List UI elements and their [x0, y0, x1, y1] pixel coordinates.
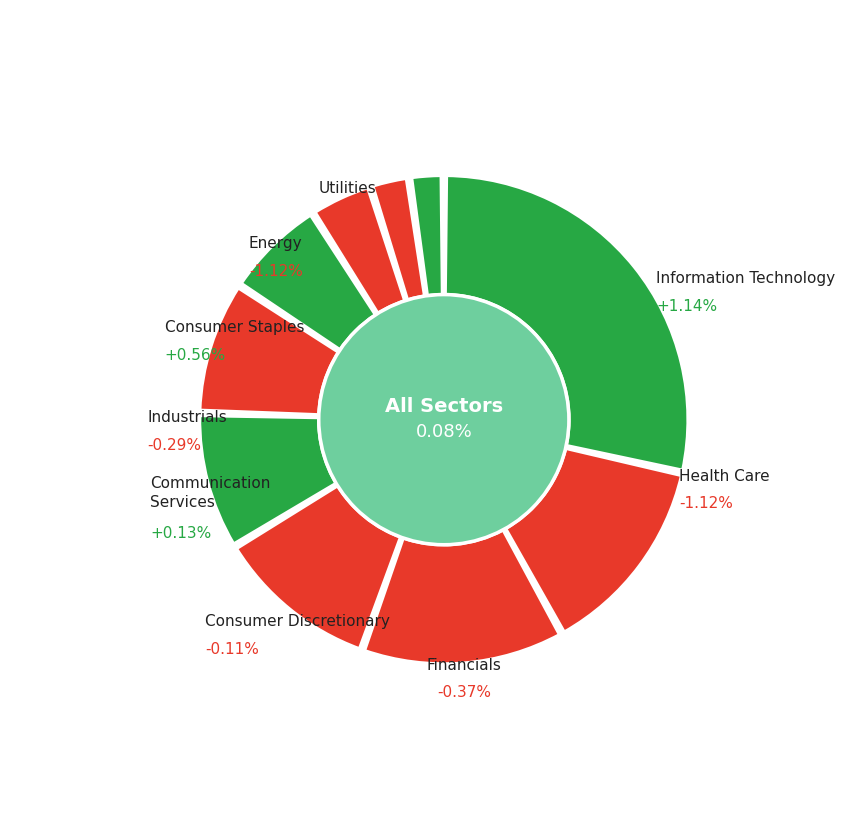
Text: 0.08%: 0.08% [416, 424, 472, 441]
Text: Utilities: Utilities [319, 180, 377, 196]
Wedge shape [365, 529, 559, 664]
Wedge shape [199, 416, 336, 544]
Text: Financials: Financials [427, 657, 501, 673]
Text: Consumer Discretionary: Consumer Discretionary [205, 614, 391, 629]
Wedge shape [411, 175, 443, 296]
Wedge shape [241, 215, 376, 350]
Wedge shape [200, 288, 339, 415]
Text: +0.56%: +0.56% [165, 348, 226, 363]
Text: -1.12%: -1.12% [680, 496, 734, 511]
Wedge shape [506, 448, 682, 632]
Wedge shape [372, 178, 424, 300]
Text: Industrials: Industrials [147, 411, 227, 425]
Wedge shape [315, 188, 405, 313]
Wedge shape [236, 485, 401, 649]
Text: Health Care: Health Care [680, 469, 770, 484]
Text: +0.13%: +0.13% [150, 526, 211, 541]
Text: Services: Services [150, 494, 215, 510]
Wedge shape [445, 175, 688, 470]
Text: All Sectors: All Sectors [385, 397, 503, 416]
Text: -0.07%: -0.07% [321, 209, 375, 224]
Text: Information Technology: Information Technology [656, 271, 836, 286]
Text: Consumer Staples: Consumer Staples [165, 320, 304, 336]
Text: -0.29%: -0.29% [147, 438, 201, 453]
Text: Communication: Communication [150, 475, 270, 490]
Text: +1.14%: +1.14% [656, 298, 717, 313]
Circle shape [319, 295, 569, 545]
Text: -0.37%: -0.37% [437, 686, 491, 701]
Text: -0.11%: -0.11% [205, 642, 259, 656]
Text: -1.12%: -1.12% [249, 263, 303, 278]
Text: Energy: Energy [249, 236, 302, 251]
